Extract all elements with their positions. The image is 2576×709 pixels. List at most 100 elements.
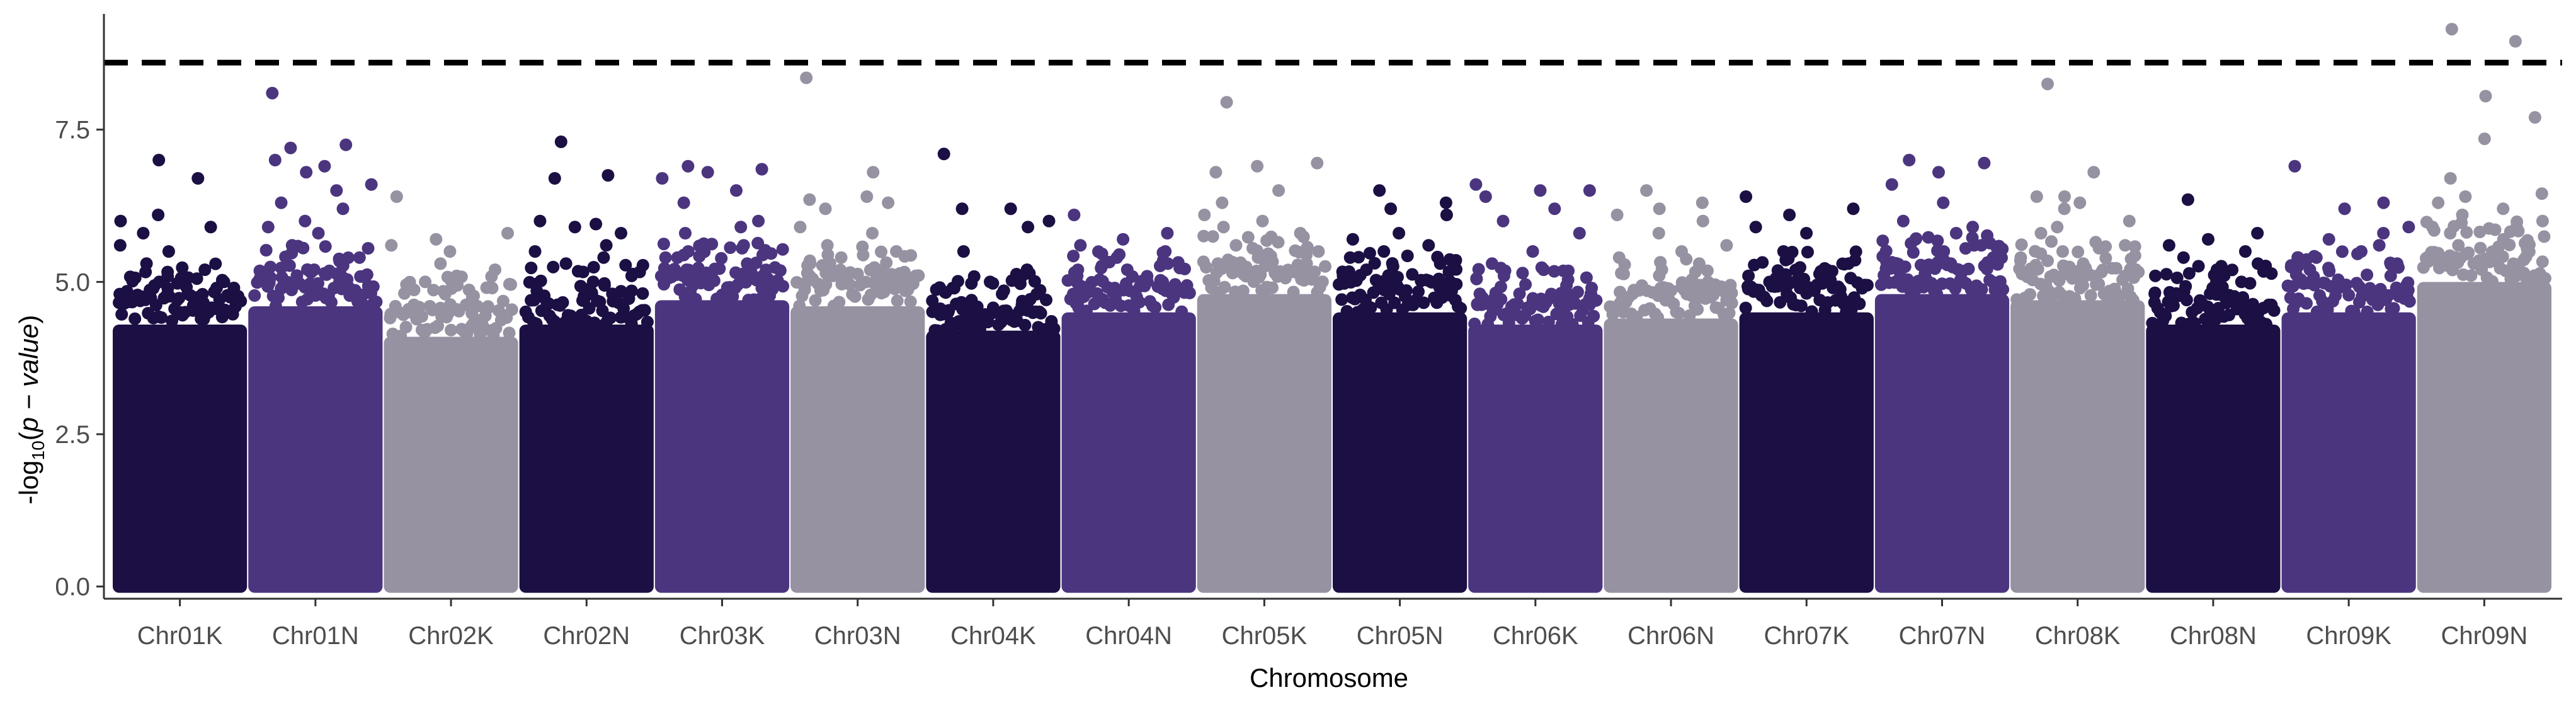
data-point: [1364, 301, 1377, 314]
top-point: [450, 269, 464, 282]
point-bulk: [1604, 318, 1738, 593]
data-point: [161, 265, 174, 279]
data-point: [1454, 302, 1468, 315]
data-point: [2322, 262, 2335, 275]
data-point: [281, 275, 294, 289]
data-point: [181, 271, 195, 284]
top-point: [1937, 196, 1950, 209]
data-point: [113, 287, 127, 301]
top-point: [730, 184, 743, 197]
data-point: [698, 245, 711, 258]
top-point: [2338, 202, 2351, 216]
top-point: [2162, 239, 2175, 252]
data-point: [1270, 269, 1284, 282]
top-point: [1486, 257, 1498, 270]
y-tick-label: 7.5: [55, 117, 90, 144]
top-point: [1311, 156, 1324, 170]
top-point: [2510, 221, 2523, 234]
top-point: [528, 245, 542, 258]
data-point: [739, 275, 753, 289]
data-point: [2024, 288, 2037, 301]
data-point: [671, 251, 684, 264]
top-point: [2149, 269, 2162, 282]
data-point: [729, 266, 743, 279]
top-point: [2445, 23, 2458, 36]
data-point: [209, 257, 222, 270]
point-bulk: [654, 300, 790, 593]
data-point: [1663, 294, 1676, 307]
data-point: [341, 280, 355, 293]
top-point: [2034, 227, 2048, 239]
data-point: [2310, 305, 2323, 318]
data-point: [619, 258, 632, 272]
y-tick-label: 5.0: [55, 268, 90, 296]
top-point: [1975, 239, 1988, 252]
data-point: [2167, 299, 2180, 312]
top-point: [1440, 209, 1453, 221]
top-point: [2073, 196, 2087, 209]
chromosome-Chr06K: [1468, 178, 1603, 593]
top-point: [191, 172, 205, 185]
data-point: [2300, 297, 2313, 310]
top-point: [330, 184, 343, 197]
top-point: [1439, 196, 1452, 209]
top-point: [1256, 214, 1269, 228]
top-point: [210, 282, 223, 294]
top-point: [1251, 251, 1265, 264]
data-point: [724, 241, 737, 254]
data-point: [864, 288, 877, 301]
top-point: [2497, 233, 2510, 246]
data-point: [556, 296, 569, 309]
data-point: [548, 315, 561, 328]
data-point: [2226, 263, 2239, 277]
top-point: [2528, 111, 2541, 124]
x-tick-label: Chr03K: [680, 622, 765, 650]
data-point: [481, 302, 494, 315]
top-point: [586, 275, 600, 289]
data-point: [1876, 250, 1889, 263]
chromosome-Chr05N: [1333, 184, 1468, 593]
top-point: [1161, 257, 1175, 270]
data-point: [2462, 246, 2475, 259]
data-point: [1675, 276, 1689, 289]
data-point: [1096, 275, 1109, 288]
data-point: [2188, 316, 2201, 330]
top-point: [554, 135, 567, 148]
data-point: [880, 256, 893, 269]
top-point: [1537, 263, 1550, 276]
top-point: [1110, 251, 1124, 264]
top-point: [365, 178, 378, 191]
data-point: [708, 262, 721, 275]
data-point: [905, 272, 918, 285]
data-point: [2347, 305, 2361, 318]
top-point: [390, 190, 403, 203]
data-point: [1651, 311, 1665, 324]
data-point: [1468, 317, 1481, 330]
data-point: [2068, 292, 2082, 305]
data-point: [715, 251, 728, 265]
top-point: [1847, 202, 1860, 216]
top-point: [741, 257, 754, 270]
data-point: [578, 283, 591, 296]
top-point: [2058, 190, 2071, 203]
data-point: [1532, 313, 1544, 326]
top-point: [1640, 184, 1653, 197]
data-point: [1739, 301, 1752, 314]
top-point: [1343, 251, 1357, 264]
top-point: [1573, 227, 1586, 239]
top-point: [1346, 233, 1359, 246]
data-point: [848, 290, 862, 303]
x-tick-label: Chr02N: [543, 622, 630, 650]
point-bulk: [926, 330, 1061, 593]
data-point: [1918, 267, 1932, 280]
data-point: [926, 294, 939, 308]
data-point: [505, 303, 518, 316]
top-point: [1675, 245, 1688, 258]
data-point: [1124, 284, 1136, 297]
top-point: [2119, 239, 2132, 252]
data-point: [1047, 322, 1061, 335]
top-point: [204, 221, 217, 234]
data-point: [1382, 269, 1395, 282]
top-point: [285, 239, 299, 252]
top-point: [1749, 221, 1762, 234]
